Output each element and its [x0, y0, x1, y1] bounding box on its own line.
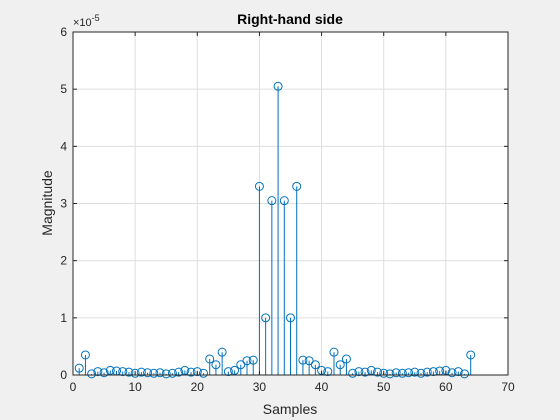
- stem-marker: [273, 81, 283, 91]
- stem-marker: [422, 367, 432, 377]
- y-tick-label: 5: [60, 82, 67, 96]
- stem-marker: [199, 368, 208, 378]
- x-tick-label: 30: [253, 380, 267, 394]
- stem-marker: [416, 368, 426, 378]
- stem-marker: [447, 368, 457, 378]
- y-tick-label: 2: [60, 254, 67, 268]
- stem-marker: [149, 368, 159, 378]
- stem-marker: [174, 367, 184, 377]
- stem-marker: [124, 367, 134, 377]
- stem-marker: [366, 365, 376, 375]
- x-tick-label: 10: [128, 380, 142, 394]
- stem-marker: [261, 313, 271, 323]
- stem-marker: [428, 367, 438, 377]
- stem-marker: [354, 367, 364, 377]
- stem-marker: [453, 367, 463, 377]
- stem-marker: [161, 369, 171, 379]
- stem-marker: [217, 347, 227, 357]
- stem-marker: [410, 367, 420, 377]
- stem-marker: [180, 365, 190, 375]
- ticks: 0 10 20 30 40 50 60 70 0 1 2 3 4 5 6: [60, 25, 515, 394]
- stem-marker: [205, 354, 215, 364]
- stem-marker: [130, 368, 140, 378]
- y-tick-label: 3: [60, 197, 67, 211]
- stem-group: [74, 81, 476, 379]
- stem-marker: [254, 181, 264, 191]
- stem-marker: [242, 356, 252, 366]
- x-tick-label: 50: [377, 380, 391, 394]
- stem-marker: [304, 356, 314, 366]
- y-exponent-base: ×10: [73, 17, 92, 29]
- chart-title: Right-hand side: [237, 11, 343, 27]
- stem-marker: [167, 368, 177, 378]
- stem-marker: [74, 363, 84, 373]
- stem-marker: [292, 181, 302, 191]
- x-axis-label: Samples: [263, 401, 317, 417]
- stem-marker: [136, 367, 146, 377]
- stem-marker: [87, 369, 97, 379]
- stem-marker: [192, 367, 202, 377]
- stem-marker: [155, 368, 165, 378]
- stem-marker: [379, 368, 389, 378]
- stem-marker: [466, 350, 476, 360]
- stem-marker: [80, 350, 90, 360]
- y-tick-label: 4: [60, 139, 67, 153]
- stem-marker: [105, 365, 115, 375]
- stem-marker: [286, 313, 295, 323]
- x-tick-label: 20: [191, 380, 205, 394]
- y-tick-label: 0: [60, 368, 67, 382]
- x-tick-label: 70: [501, 380, 515, 394]
- y-axis-label: Magnitude: [39, 170, 55, 236]
- y-exponent-label: ×10-5: [73, 13, 100, 29]
- stem-marker: [248, 355, 258, 365]
- stem-marker: [360, 367, 370, 377]
- x-tick-label: 40: [315, 380, 329, 394]
- stem-marker: [335, 360, 345, 370]
- stem-marker: [329, 347, 339, 357]
- stem-marker: [99, 368, 109, 378]
- stem-marker: [230, 365, 240, 375]
- stem-marker: [236, 360, 246, 370]
- stem-marker: [223, 367, 233, 377]
- stem-marker: [186, 367, 196, 377]
- stem-marker: [460, 369, 469, 379]
- stem-marker: [404, 368, 414, 378]
- stem-marker: [298, 355, 308, 365]
- x-tick-label: 0: [70, 380, 77, 394]
- stem-series: [74, 81, 476, 379]
- stem-marker: [118, 367, 128, 377]
- stem-marker: [348, 368, 358, 378]
- stem-marker: [385, 369, 395, 379]
- stem-marker: [267, 196, 277, 206]
- stem-marker: [323, 367, 333, 377]
- stem-marker: [143, 368, 153, 378]
- stem-marker: [211, 360, 221, 370]
- y-tick-label: 1: [60, 311, 67, 325]
- stem-marker: [397, 368, 407, 378]
- y-exponent-power: -5: [92, 13, 100, 23]
- stem-marker: [391, 368, 401, 378]
- stem-marker: [93, 367, 103, 377]
- stem-marker: [341, 354, 351, 364]
- x-tick-label: 60: [439, 380, 453, 394]
- stem-marker: [373, 367, 382, 377]
- stem-marker: [279, 196, 289, 206]
- y-tick-label: 6: [60, 25, 67, 39]
- stem-marker: [310, 360, 320, 370]
